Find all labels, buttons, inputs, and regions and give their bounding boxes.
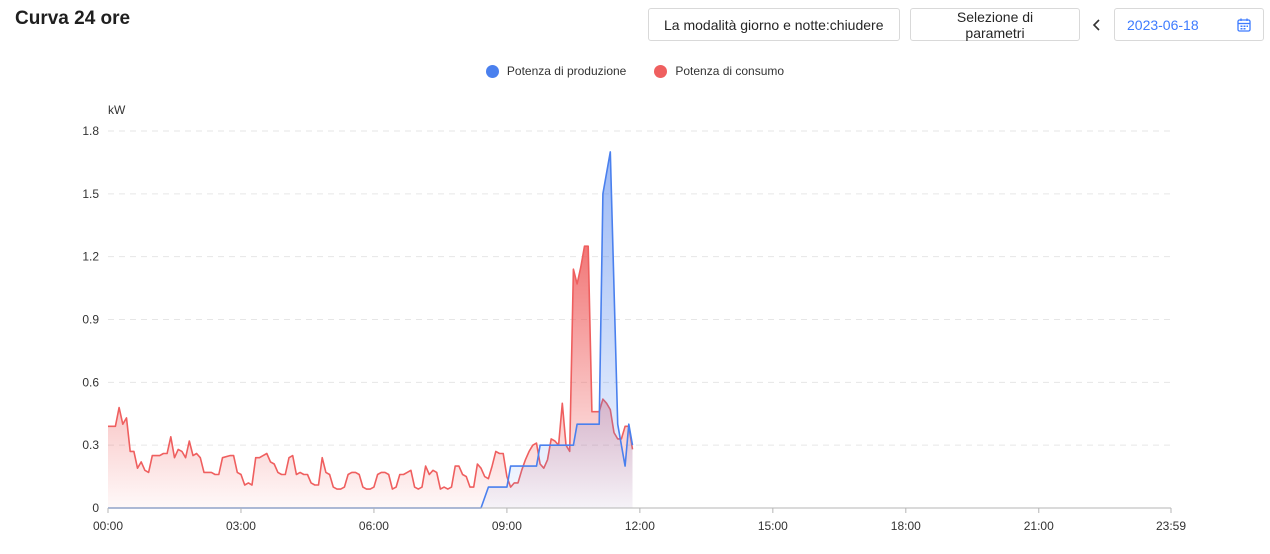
x-tick-label-6: 18:00 bbox=[891, 519, 921, 533]
legend-consumption-label: Potenza di consumo bbox=[675, 64, 785, 78]
x-tick-label-2: 06:00 bbox=[359, 519, 389, 533]
legend-consumption-marker bbox=[654, 64, 668, 78]
date-picker[interactable]: 2023-06-18 bbox=[1114, 8, 1264, 41]
y-tick-label-4: 1.2 bbox=[82, 250, 99, 264]
x-tick-label-1: 03:00 bbox=[226, 519, 256, 533]
y-tick-label-0: 0 bbox=[92, 501, 99, 515]
chart-legend: Potenza di produzione Potenza di consumo bbox=[0, 64, 1270, 78]
previous-day-button[interactable] bbox=[1089, 13, 1105, 37]
page-title: Curva 24 ore bbox=[15, 8, 131, 29]
calendar-icon bbox=[1237, 18, 1251, 32]
legend-item-consumption[interactable]: Potenza di consumo bbox=[654, 64, 784, 78]
date-value: 2023-06-18 bbox=[1127, 16, 1199, 33]
y-tick-label-2: 0.6 bbox=[82, 375, 99, 389]
x-tick-label-0: 00:00 bbox=[93, 519, 123, 533]
parameter-selection-button[interactable]: Selezione di parametri bbox=[910, 8, 1080, 41]
series-area-production bbox=[108, 151, 633, 508]
x-tick-label-7: 21:00 bbox=[1024, 519, 1054, 533]
y-tick-label-3: 0.9 bbox=[82, 313, 99, 327]
x-tick-label-4: 12:00 bbox=[625, 519, 655, 533]
day-night-mode-button[interactable]: La modalità giorno e notte:chiudere bbox=[648, 8, 900, 41]
y-tick-label-5: 1.5 bbox=[82, 187, 99, 201]
legend-item-production[interactable]: Potenza di produzione bbox=[485, 64, 627, 78]
series-line-production bbox=[108, 151, 634, 509]
y-axis-unit-label: kW bbox=[108, 103, 126, 117]
y-tick-label-6: 1.8 bbox=[82, 124, 99, 138]
chevron-left-icon bbox=[1092, 19, 1100, 31]
x-tick-label-5: 15:00 bbox=[758, 519, 788, 533]
y-tick-label-1: 0.3 bbox=[82, 438, 99, 452]
x-tick-label-8: 23:59 bbox=[1156, 519, 1186, 533]
legend-production-marker bbox=[485, 64, 499, 78]
x-tick-label-3: 09:00 bbox=[492, 519, 522, 533]
legend-production-label: Potenza di produzione bbox=[506, 64, 627, 78]
